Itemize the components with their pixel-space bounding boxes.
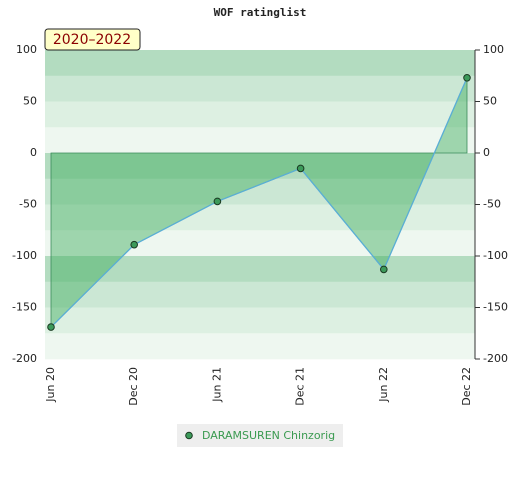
annotation: 2020–2022: [53, 32, 131, 48]
point: [213, 197, 222, 206]
band: [45, 230, 475, 257]
point: [130, 240, 138, 249]
legend-marker: [185, 431, 193, 440]
y2-tick-label: -100: [483, 249, 508, 262]
x-tick-label: Dec 21: [294, 367, 307, 406]
y-tick-label: -200: [12, 352, 37, 365]
band: [45, 101, 475, 128]
band: [45, 178, 475, 205]
point: [47, 323, 55, 331]
band: [45, 256, 475, 283]
band: [45, 75, 475, 102]
band: [45, 127, 475, 154]
band: [45, 281, 475, 308]
y-tick-label: -150: [12, 301, 37, 314]
band: [45, 153, 475, 180]
band: [45, 333, 475, 360]
band: [45, 307, 475, 334]
bands: [45, 50, 475, 360]
x-tick-label: Dec 20: [127, 367, 140, 406]
plot: [47, 74, 471, 331]
band: [45, 50, 475, 77]
band: [45, 204, 475, 231]
y-tick-label: 100: [16, 43, 37, 56]
y2-tick-label: 100: [483, 43, 504, 56]
y-tick-label: 0: [30, 146, 37, 159]
y-tick-label: 50: [23, 95, 37, 108]
point: [463, 74, 471, 82]
legend-label: DARAMSUREN Chinzorig: [202, 429, 335, 442]
point: [296, 164, 305, 173]
y2-tick-label: 50: [483, 95, 497, 108]
y2-tick-label: -50: [483, 198, 501, 211]
y2-tick-label: 0: [483, 146, 490, 159]
chart-title: WOF ratinglist: [214, 6, 307, 19]
x-tick-label: Dec 22: [460, 367, 473, 406]
x-tick-label: Jun 20: [44, 367, 57, 403]
y-tick-label: -100: [12, 249, 37, 262]
legend: [177, 424, 343, 447]
annotation-box: [44, 28, 141, 51]
point: [380, 265, 388, 274]
y2-tick-label: -200: [483, 352, 508, 365]
x-tick-label: Jun 21: [210, 367, 223, 403]
x-tick-label: Jun 22: [377, 367, 390, 403]
y2-tick-label: -150: [483, 301, 508, 314]
y-tick-label: -50: [19, 198, 37, 211]
line: [50, 77, 468, 328]
